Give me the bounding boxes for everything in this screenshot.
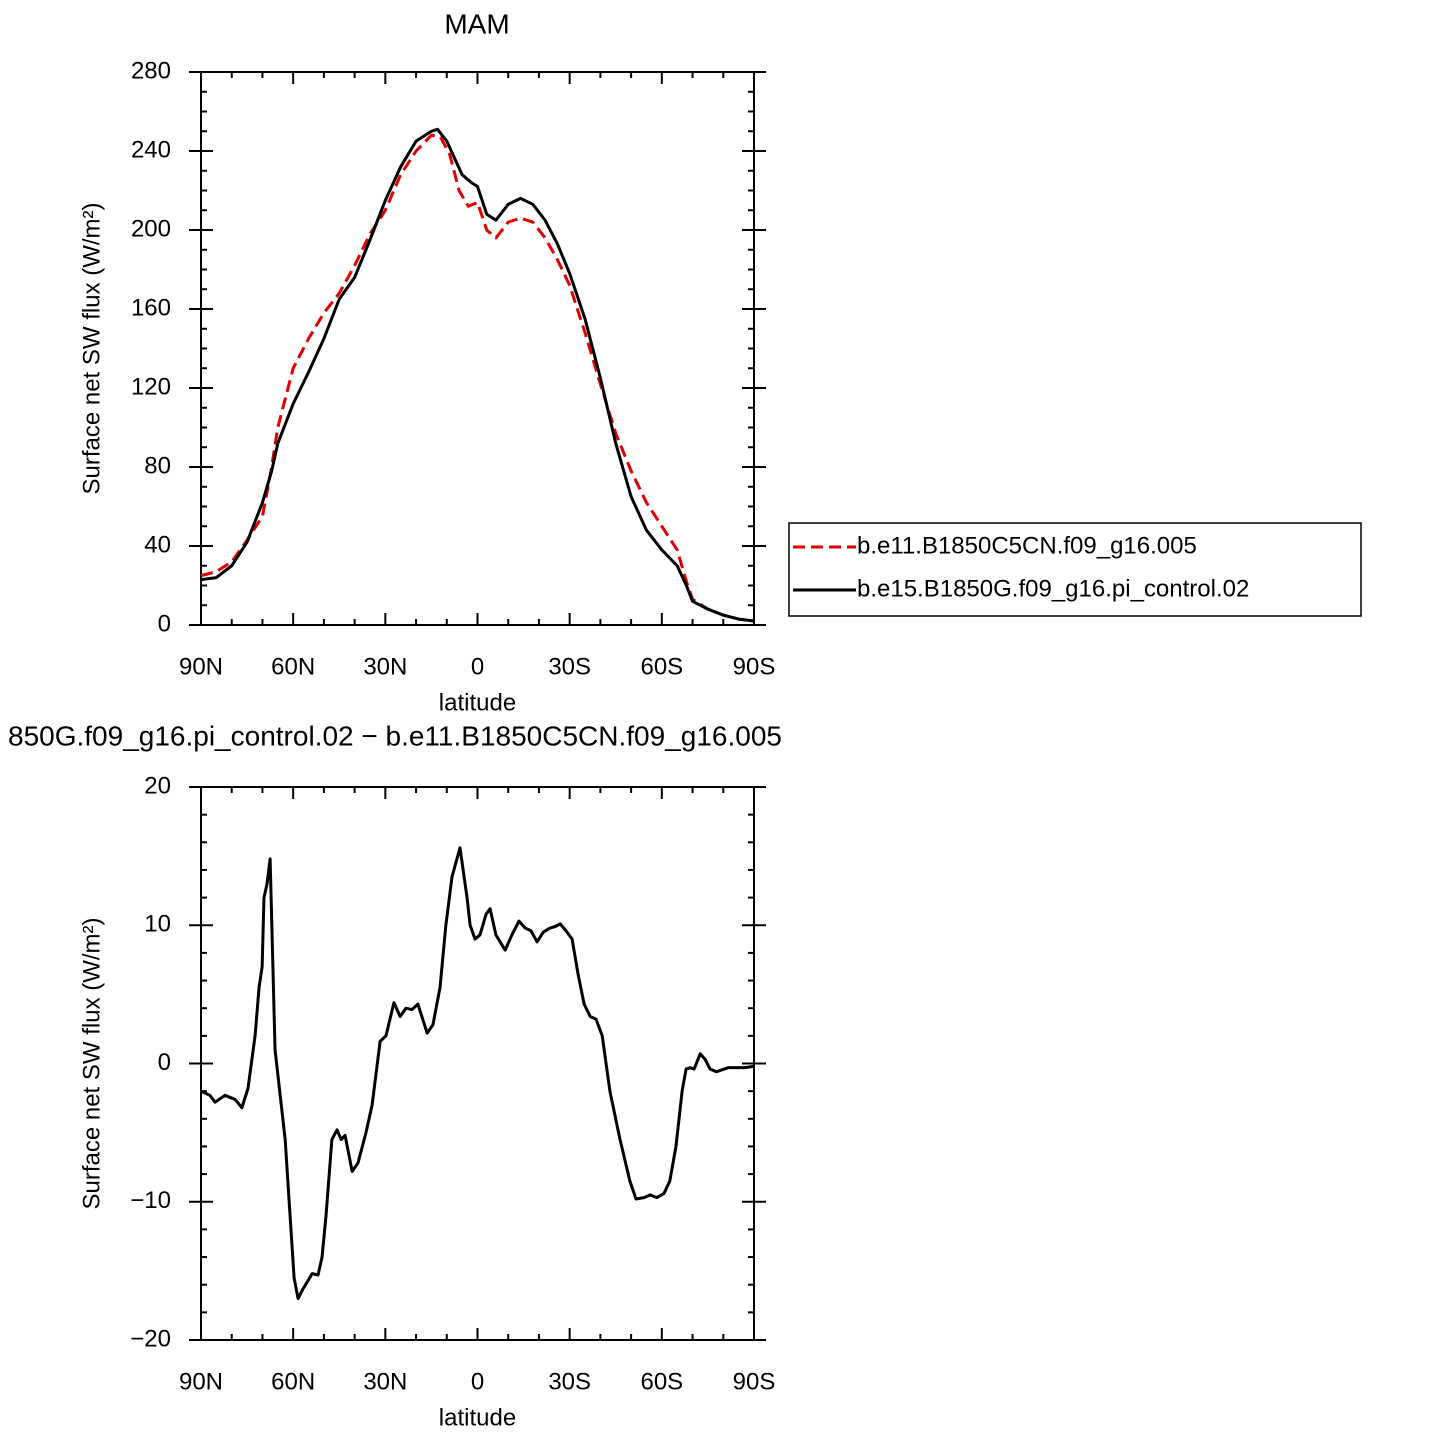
legend-label: b.e15.B1850G.f09_g16.pi_control.02 — [857, 575, 1249, 602]
axes — [189, 786, 766, 1341]
x-tick-label: 30S — [548, 1368, 591, 1395]
x-tick-label: 60N — [271, 1368, 315, 1395]
y-tick-label: 10 — [144, 911, 171, 938]
y-tick-label: 280 — [131, 57, 171, 84]
x-tick-label: 90N — [179, 653, 223, 680]
y-tick-label: 160 — [131, 294, 171, 321]
y-tick-label: 120 — [131, 373, 171, 400]
chart-title: MAM — [444, 8, 509, 39]
x-tick-label: 30N — [363, 653, 407, 680]
y-tick-label: 40 — [144, 531, 171, 558]
x-axis-label: latitude — [439, 1404, 516, 1431]
data-line — [200, 133, 755, 623]
y-tick-label: 20 — [144, 772, 171, 799]
chart-title: 850G.f09_g16.pi_control.02 − b.e11.B1850… — [8, 720, 782, 751]
x-tick-label: 90N — [179, 1368, 223, 1395]
legend-label: b.e11.B1850C5CN.f09_g16.005 — [857, 532, 1197, 559]
x-tick-label: 90S — [733, 1368, 776, 1395]
y-tick-label: 0 — [158, 1049, 171, 1076]
data-line — [200, 127, 755, 623]
data-line — [200, 846, 755, 1301]
y-tick-label: −20 — [130, 1325, 171, 1352]
y-tick-label: 0 — [158, 610, 171, 637]
plot-frame — [200, 786, 755, 1341]
x-tick-label: 0 — [471, 1368, 484, 1395]
y-axis-label: Surface net SW flux (W/m²) — [78, 202, 105, 494]
y-tick-label: −10 — [130, 1187, 171, 1214]
x-tick-label: 90S — [733, 653, 776, 680]
y-tick-label: 240 — [131, 136, 171, 163]
axes — [189, 71, 766, 626]
y-axis-label: Surface net SW flux (W/m²) — [78, 917, 105, 1209]
x-tick-label: 30S — [548, 653, 591, 680]
x-tick-label: 60S — [640, 1368, 683, 1395]
x-axis-label: latitude — [439, 689, 516, 716]
legend-box — [788, 522, 1362, 617]
x-tick-label: 60N — [271, 653, 315, 680]
x-tick-label: 30N — [363, 1368, 407, 1395]
y-tick-label: 200 — [131, 215, 171, 242]
y-tick-label: 80 — [144, 452, 171, 479]
x-tick-label: 0 — [471, 653, 484, 680]
x-tick-label: 60S — [640, 653, 683, 680]
